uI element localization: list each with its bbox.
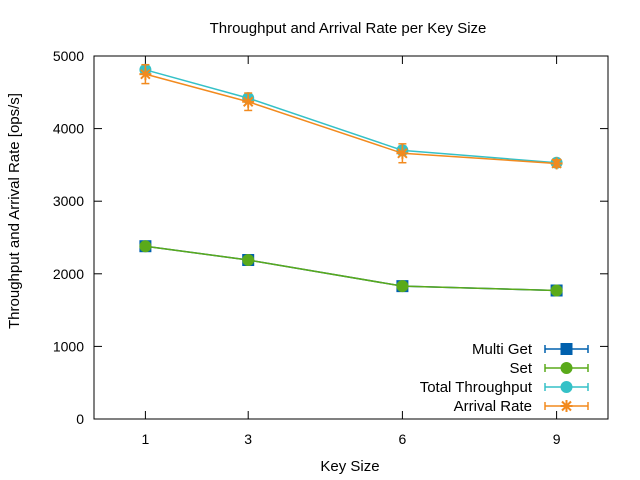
legend-item-total-throughput: Total Throughput — [420, 379, 589, 396]
x-tick-label: 3 — [244, 431, 252, 447]
legend-marker — [560, 362, 573, 374]
legend-label: Total Throughput — [420, 379, 533, 396]
y-tick-label: 1000 — [53, 338, 84, 354]
data-point — [550, 157, 563, 170]
data-point — [242, 254, 255, 267]
x-tick-label: 6 — [399, 431, 407, 447]
legend: Multi Get Set Total Throughput Arrival Rate — [420, 341, 589, 415]
series-line — [145, 245, 557, 292]
series-line — [145, 73, 557, 165]
x-tick-label: 1 — [142, 431, 150, 447]
series-line — [145, 69, 557, 164]
y-tick-label: 0 — [76, 411, 84, 427]
data-point — [139, 240, 152, 253]
legend-item-multi-get: Multi Get — [472, 341, 589, 358]
y-tick-label: 4000 — [53, 121, 84, 137]
series-set — [139, 240, 563, 297]
legend-item-arrival-rate: Arrival Rate — [454, 398, 589, 415]
series-layer — [139, 63, 563, 297]
data-point — [396, 147, 409, 160]
data-point — [550, 284, 563, 297]
y-axis-title: Throughput and Arrival Rate [ops/s] — [6, 93, 23, 329]
plot-area-border — [93, 55, 609, 420]
legend-label: Arrival Rate — [454, 398, 532, 415]
legend-label: Multi Get — [472, 341, 533, 358]
star-stroke — [551, 158, 562, 169]
star-stroke — [397, 148, 408, 159]
legend-marker — [560, 343, 573, 355]
legend-item-set: Set — [509, 360, 589, 377]
legend-marker — [560, 400, 573, 412]
data-point — [396, 280, 409, 293]
series-arrival-rate — [139, 63, 563, 170]
series-total-throughput — [139, 63, 563, 169]
data-point — [242, 95, 255, 108]
y-tick-label: 2000 — [53, 266, 84, 282]
y-tick-label: 5000 — [53, 48, 84, 64]
x-tick-label: 9 — [553, 431, 561, 447]
star-stroke — [140, 68, 151, 80]
axes: 0 1000 2000 3000 4000 5000 1 3 6 9 — [53, 48, 608, 447]
chart-title: Throughput and Arrival Rate per Key Size — [210, 20, 487, 37]
x-axis-title: Key Size — [320, 458, 379, 475]
y-tick-label: 3000 — [53, 193, 84, 209]
series-line — [145, 245, 557, 292]
legend-marker — [560, 381, 573, 393]
data-point — [139, 68, 152, 81]
star-stroke — [561, 400, 572, 412]
series-multi-get — [139, 240, 563, 297]
legend-label: Set — [509, 360, 532, 377]
star-stroke — [242, 96, 254, 107]
